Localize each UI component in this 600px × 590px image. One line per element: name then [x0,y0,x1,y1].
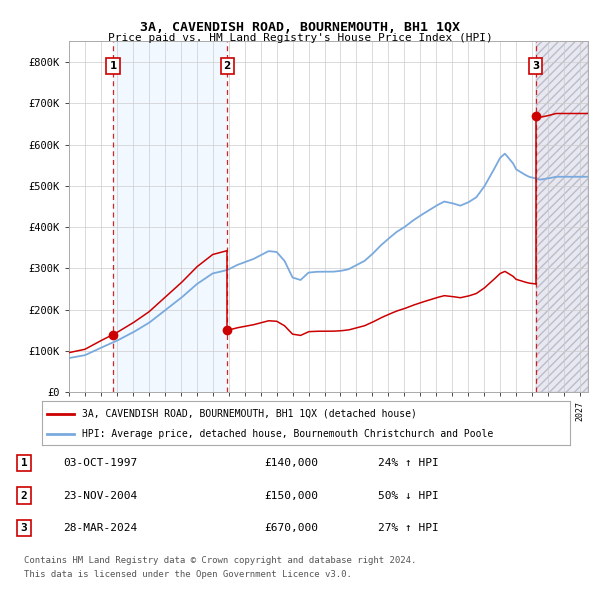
Text: Price paid vs. HM Land Registry's House Price Index (HPI): Price paid vs. HM Land Registry's House … [107,33,493,43]
Text: 24% ↑ HPI: 24% ↑ HPI [378,458,439,468]
Text: HPI: Average price, detached house, Bournemouth Christchurch and Poole: HPI: Average price, detached house, Bour… [82,430,493,440]
Text: 50% ↓ HPI: 50% ↓ HPI [378,491,439,500]
Text: 1: 1 [20,458,28,468]
Text: 23-NOV-2004: 23-NOV-2004 [63,491,137,500]
Text: 03-OCT-1997: 03-OCT-1997 [63,458,137,468]
Bar [113,41,227,392]
Text: 1: 1 [109,61,116,71]
Text: This data is licensed under the Open Government Licence v3.0.: This data is licensed under the Open Gov… [24,571,352,579]
Text: £150,000: £150,000 [264,491,318,500]
Text: 3A, CAVENDISH ROAD, BOURNEMOUTH, BH1 1QX: 3A, CAVENDISH ROAD, BOURNEMOUTH, BH1 1QX [140,21,460,34]
Text: 27% ↑ HPI: 27% ↑ HPI [378,523,439,533]
Text: 2: 2 [223,61,230,71]
Text: Contains HM Land Registry data © Crown copyright and database right 2024.: Contains HM Land Registry data © Crown c… [24,556,416,565]
Text: 3: 3 [532,61,539,71]
Text: 3: 3 [20,523,28,533]
Text: 28-MAR-2024: 28-MAR-2024 [63,523,137,533]
Text: £670,000: £670,000 [264,523,318,533]
Text: 3A, CAVENDISH ROAD, BOURNEMOUTH, BH1 1QX (detached house): 3A, CAVENDISH ROAD, BOURNEMOUTH, BH1 1QX… [82,409,416,418]
Text: 2: 2 [20,491,28,500]
Text: £140,000: £140,000 [264,458,318,468]
